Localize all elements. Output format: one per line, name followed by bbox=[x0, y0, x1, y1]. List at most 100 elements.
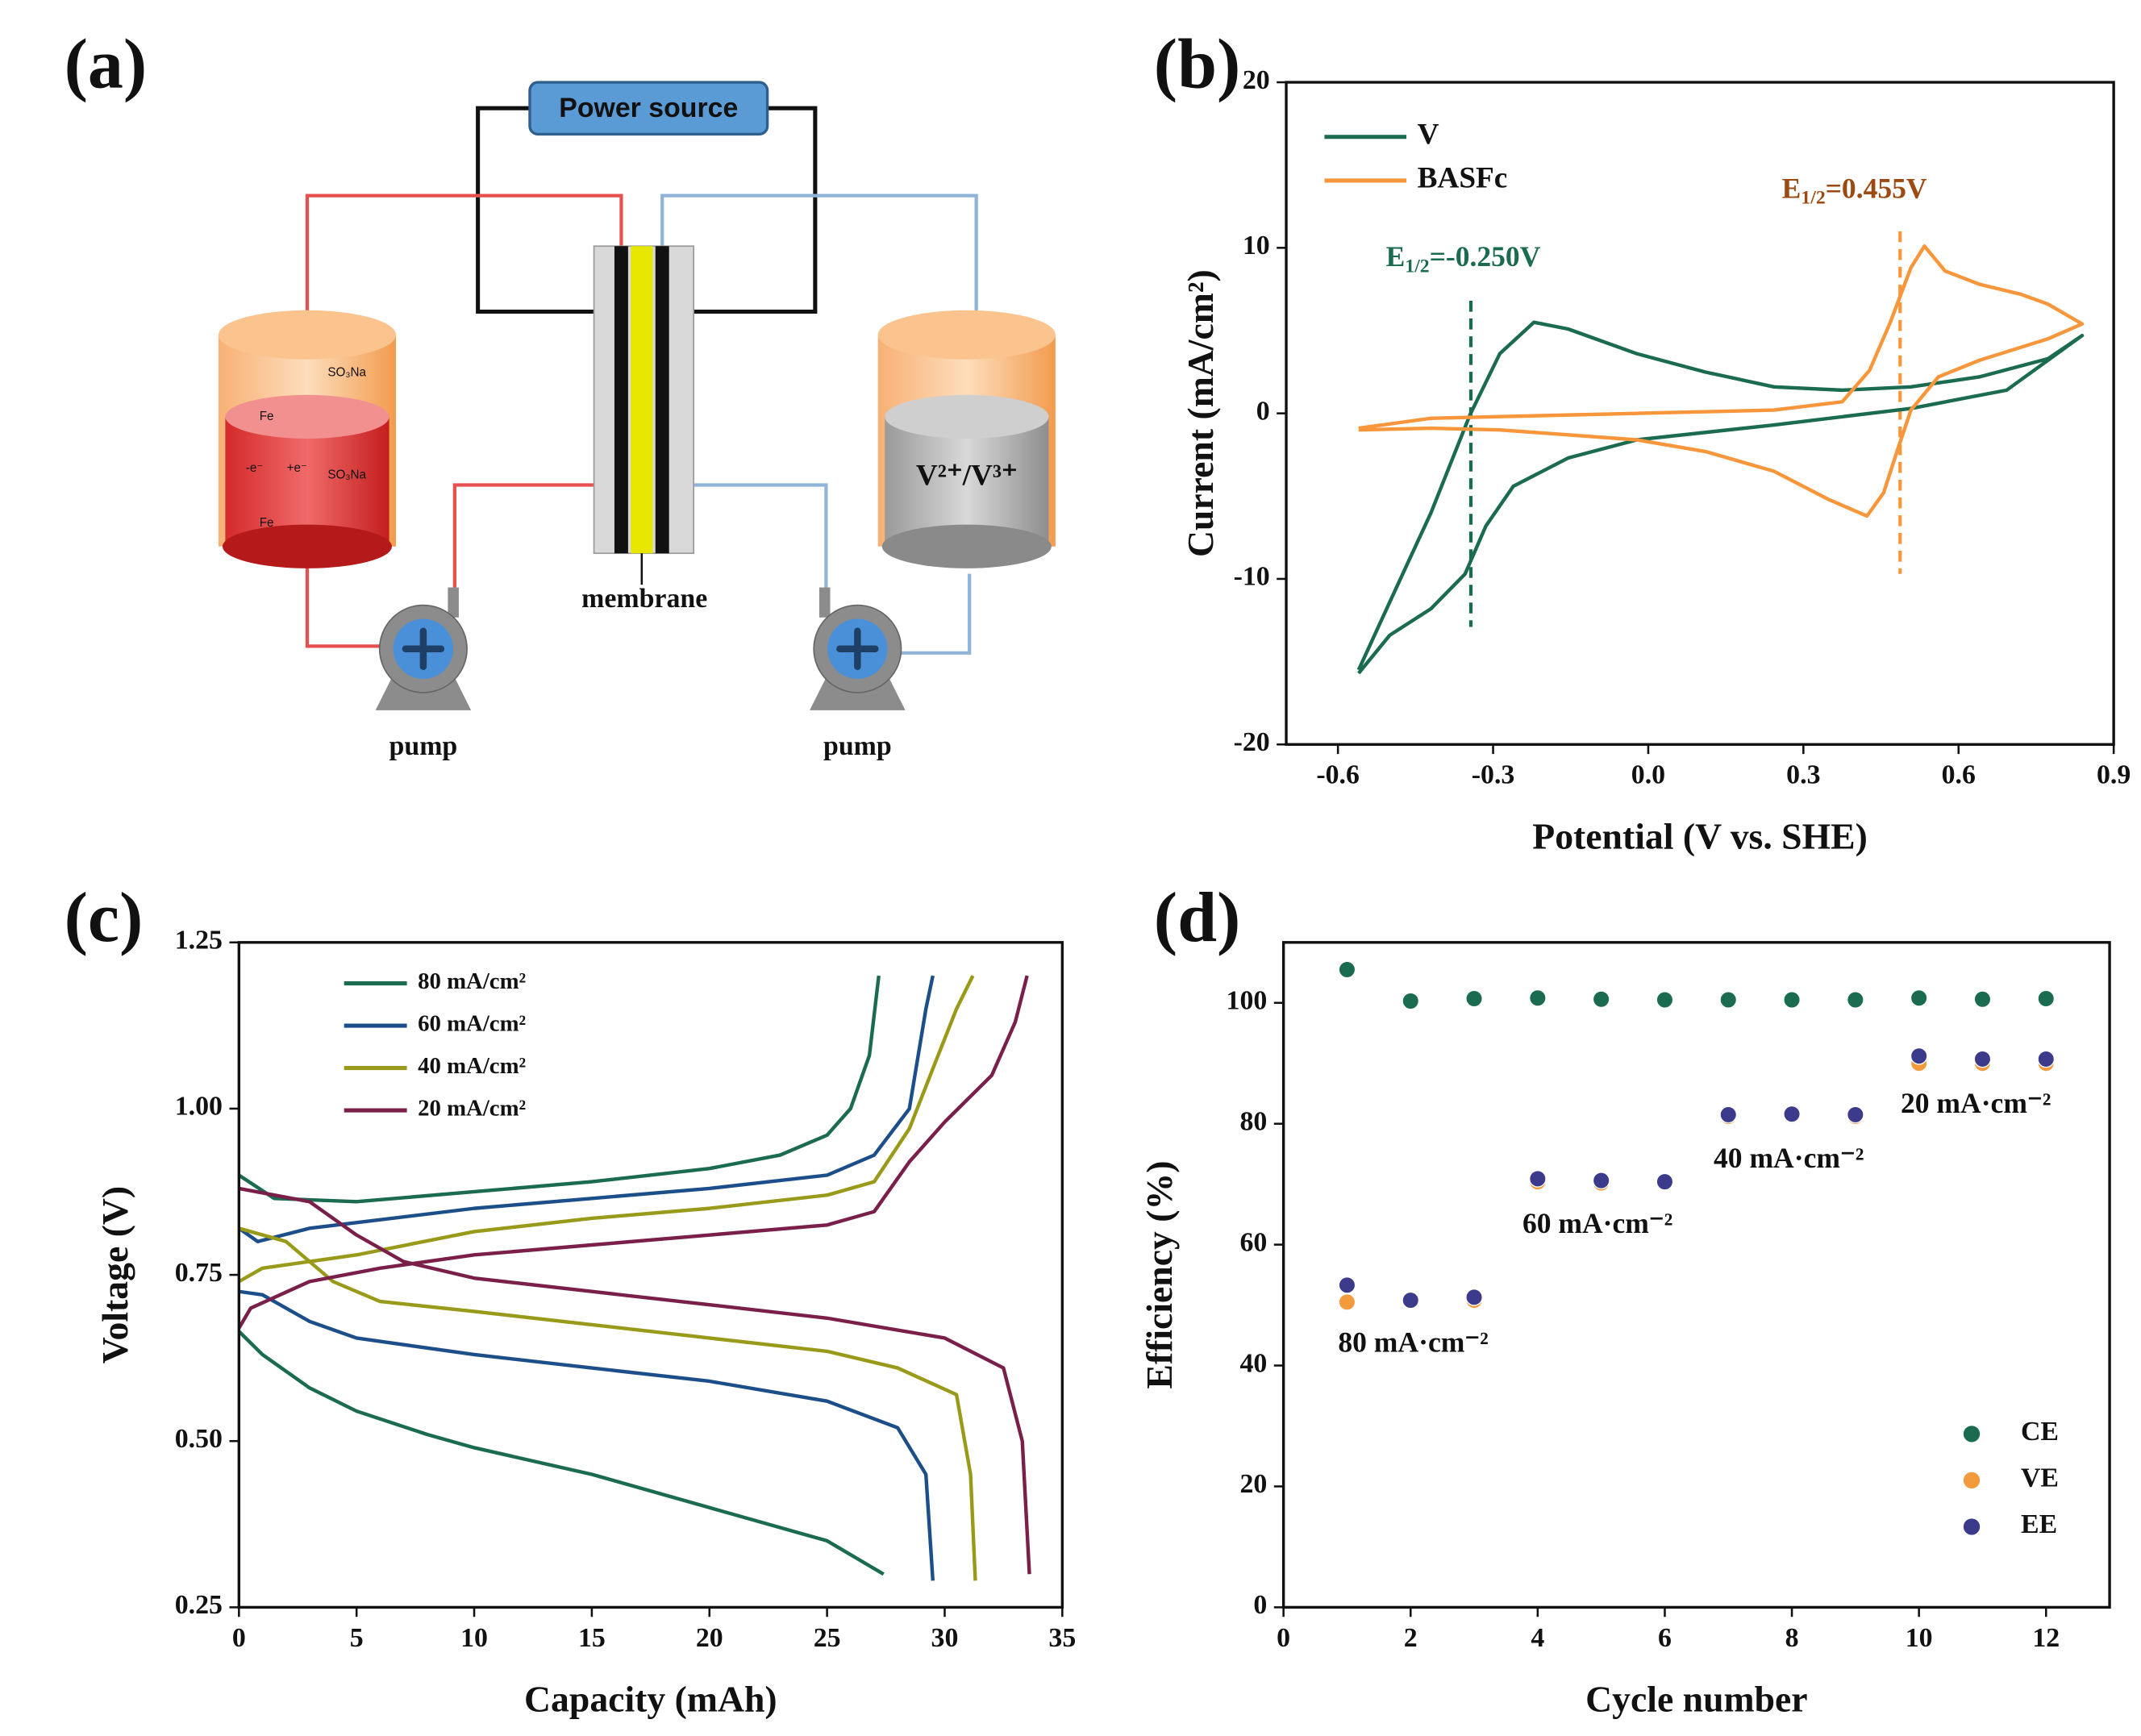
plot-frame bbox=[1285, 81, 2115, 746]
panel-label: (c) bbox=[65, 879, 144, 957]
point bbox=[1719, 1105, 1738, 1124]
legend-label: V bbox=[1418, 118, 1439, 151]
annotation: E1/2=0.455V bbox=[1782, 173, 1927, 209]
x-tick-label: 0.9 bbox=[2097, 760, 2131, 790]
legend-swatch bbox=[1963, 1472, 1981, 1489]
chem-label: Fe bbox=[260, 410, 274, 423]
y-tick-label: 100 bbox=[1227, 986, 1268, 1016]
annotation: E1/2=-0.250V bbox=[1386, 240, 1541, 277]
point bbox=[1465, 1288, 1483, 1306]
y-tick-label: 20 bbox=[1239, 1469, 1267, 1499]
point bbox=[2037, 1050, 2056, 1068]
y-tick-label: 10 bbox=[1243, 231, 1270, 260]
panel-label: (d) bbox=[1154, 879, 1241, 957]
chem-label: SO₃Na bbox=[327, 468, 366, 482]
y-axis-label: Voltage (V) bbox=[94, 1186, 135, 1363]
x-tick-label: 0 bbox=[232, 1623, 246, 1653]
pump-icon bbox=[375, 587, 472, 710]
wire bbox=[476, 106, 818, 314]
point bbox=[1719, 991, 1738, 1009]
chem-label: SO₃Na bbox=[327, 366, 366, 380]
tank-bottom bbox=[881, 524, 1052, 568]
panel-label: (b) bbox=[1154, 26, 1241, 104]
x-tick-label: -0.3 bbox=[1472, 760, 1515, 790]
point bbox=[1529, 1170, 1547, 1188]
point bbox=[1402, 1291, 1420, 1309]
point bbox=[1592, 990, 1610, 1009]
legend-label: VE bbox=[2021, 1463, 2059, 1493]
pump-icon bbox=[810, 587, 906, 710]
x-tick-label: 5 bbox=[350, 1623, 364, 1653]
point bbox=[1910, 989, 1928, 1007]
y-tick-label: 0.25 bbox=[175, 1590, 223, 1620]
series-line bbox=[1358, 244, 2085, 518]
power-box bbox=[528, 81, 769, 136]
tank-bottom bbox=[222, 524, 392, 568]
annotation-sub: 1/2 bbox=[1405, 256, 1429, 277]
legend-label: BASFc bbox=[1418, 162, 1508, 195]
legend-label: CE bbox=[2021, 1417, 2059, 1447]
annotation: 20 mA·cm⁻² bbox=[1901, 1087, 2051, 1119]
x-tick-label: 35 bbox=[1048, 1623, 1076, 1653]
x-axis-label: Cycle number bbox=[1585, 1678, 1807, 1719]
series-line bbox=[237, 975, 1031, 1575]
chem-label: +e⁻ bbox=[287, 461, 307, 475]
y-tick-label: 0 bbox=[1256, 396, 1270, 426]
x-tick-label: 12 bbox=[2032, 1623, 2060, 1653]
x-tick-label: 6 bbox=[1658, 1623, 1672, 1653]
point bbox=[1402, 992, 1420, 1010]
membrane bbox=[631, 246, 653, 554]
y-tick-label: -10 bbox=[1234, 562, 1270, 592]
x-tick-label: 10 bbox=[1906, 1623, 1933, 1653]
point bbox=[1338, 1293, 1356, 1311]
surface bbox=[885, 394, 1049, 439]
y-tick-label: 0.50 bbox=[175, 1424, 223, 1454]
pump-blades bbox=[402, 627, 445, 670]
series-line bbox=[238, 975, 935, 1581]
legend-label: EE bbox=[2021, 1509, 2057, 1539]
y-tick-label: 80 bbox=[1239, 1106, 1267, 1136]
point bbox=[1338, 1276, 1356, 1294]
surface bbox=[225, 394, 389, 439]
annotation: 80 mA·cm⁻² bbox=[1338, 1326, 1488, 1358]
x-tick-label: 0.0 bbox=[1631, 760, 1665, 790]
tank-top bbox=[218, 310, 397, 360]
pipe bbox=[305, 194, 623, 648]
plot-frame bbox=[237, 941, 1064, 1609]
chart-panel: (c) 0 5 10 15 20 25 30 35 0.25 0.50 0.75 1.00 1.25 Cap… bbox=[65, 879, 1077, 1719]
annotation-part: =-0.250V bbox=[1430, 240, 1541, 273]
pump-outlet bbox=[818, 587, 831, 618]
pump-outlet bbox=[448, 587, 459, 618]
tank-label: V²⁺/V³⁺ bbox=[916, 460, 1018, 493]
point bbox=[1847, 1105, 1864, 1124]
point bbox=[1656, 1172, 1674, 1191]
point bbox=[1910, 1047, 1928, 1065]
point bbox=[1465, 989, 1483, 1008]
annotation-sub: 1/2 bbox=[1801, 188, 1825, 209]
chem-label: -e⁻ bbox=[246, 461, 264, 475]
point bbox=[1973, 990, 1992, 1009]
x-tick-label: 4 bbox=[1531, 1623, 1544, 1653]
x-tick-label: -0.6 bbox=[1316, 760, 1360, 790]
point bbox=[1973, 1050, 1992, 1068]
point bbox=[1529, 989, 1547, 1007]
x-tick-label: 0 bbox=[1277, 1623, 1290, 1653]
x-axis-label: Capacity (mAh) bbox=[524, 1678, 777, 1719]
series-line bbox=[237, 975, 885, 1576]
point bbox=[1847, 991, 1864, 1009]
y-axis-label: Efficiency (%) bbox=[1139, 1161, 1180, 1389]
power-label: Power source bbox=[559, 93, 738, 123]
series-line bbox=[238, 975, 977, 1581]
pump-blades bbox=[836, 627, 879, 670]
legend-label: 80 mA/cm² bbox=[418, 968, 526, 994]
legend-swatch bbox=[1963, 1518, 1981, 1535]
x-tick-label: 30 bbox=[931, 1623, 959, 1653]
electrode bbox=[655, 246, 669, 554]
point bbox=[1592, 1172, 1610, 1189]
legend-label: 20 mA/cm² bbox=[418, 1096, 526, 1122]
legend-label: 60 mA/cm² bbox=[418, 1011, 526, 1037]
y-tick-label: 60 bbox=[1239, 1227, 1267, 1257]
point bbox=[1656, 991, 1674, 1009]
chem-label: Fe bbox=[260, 516, 274, 530]
